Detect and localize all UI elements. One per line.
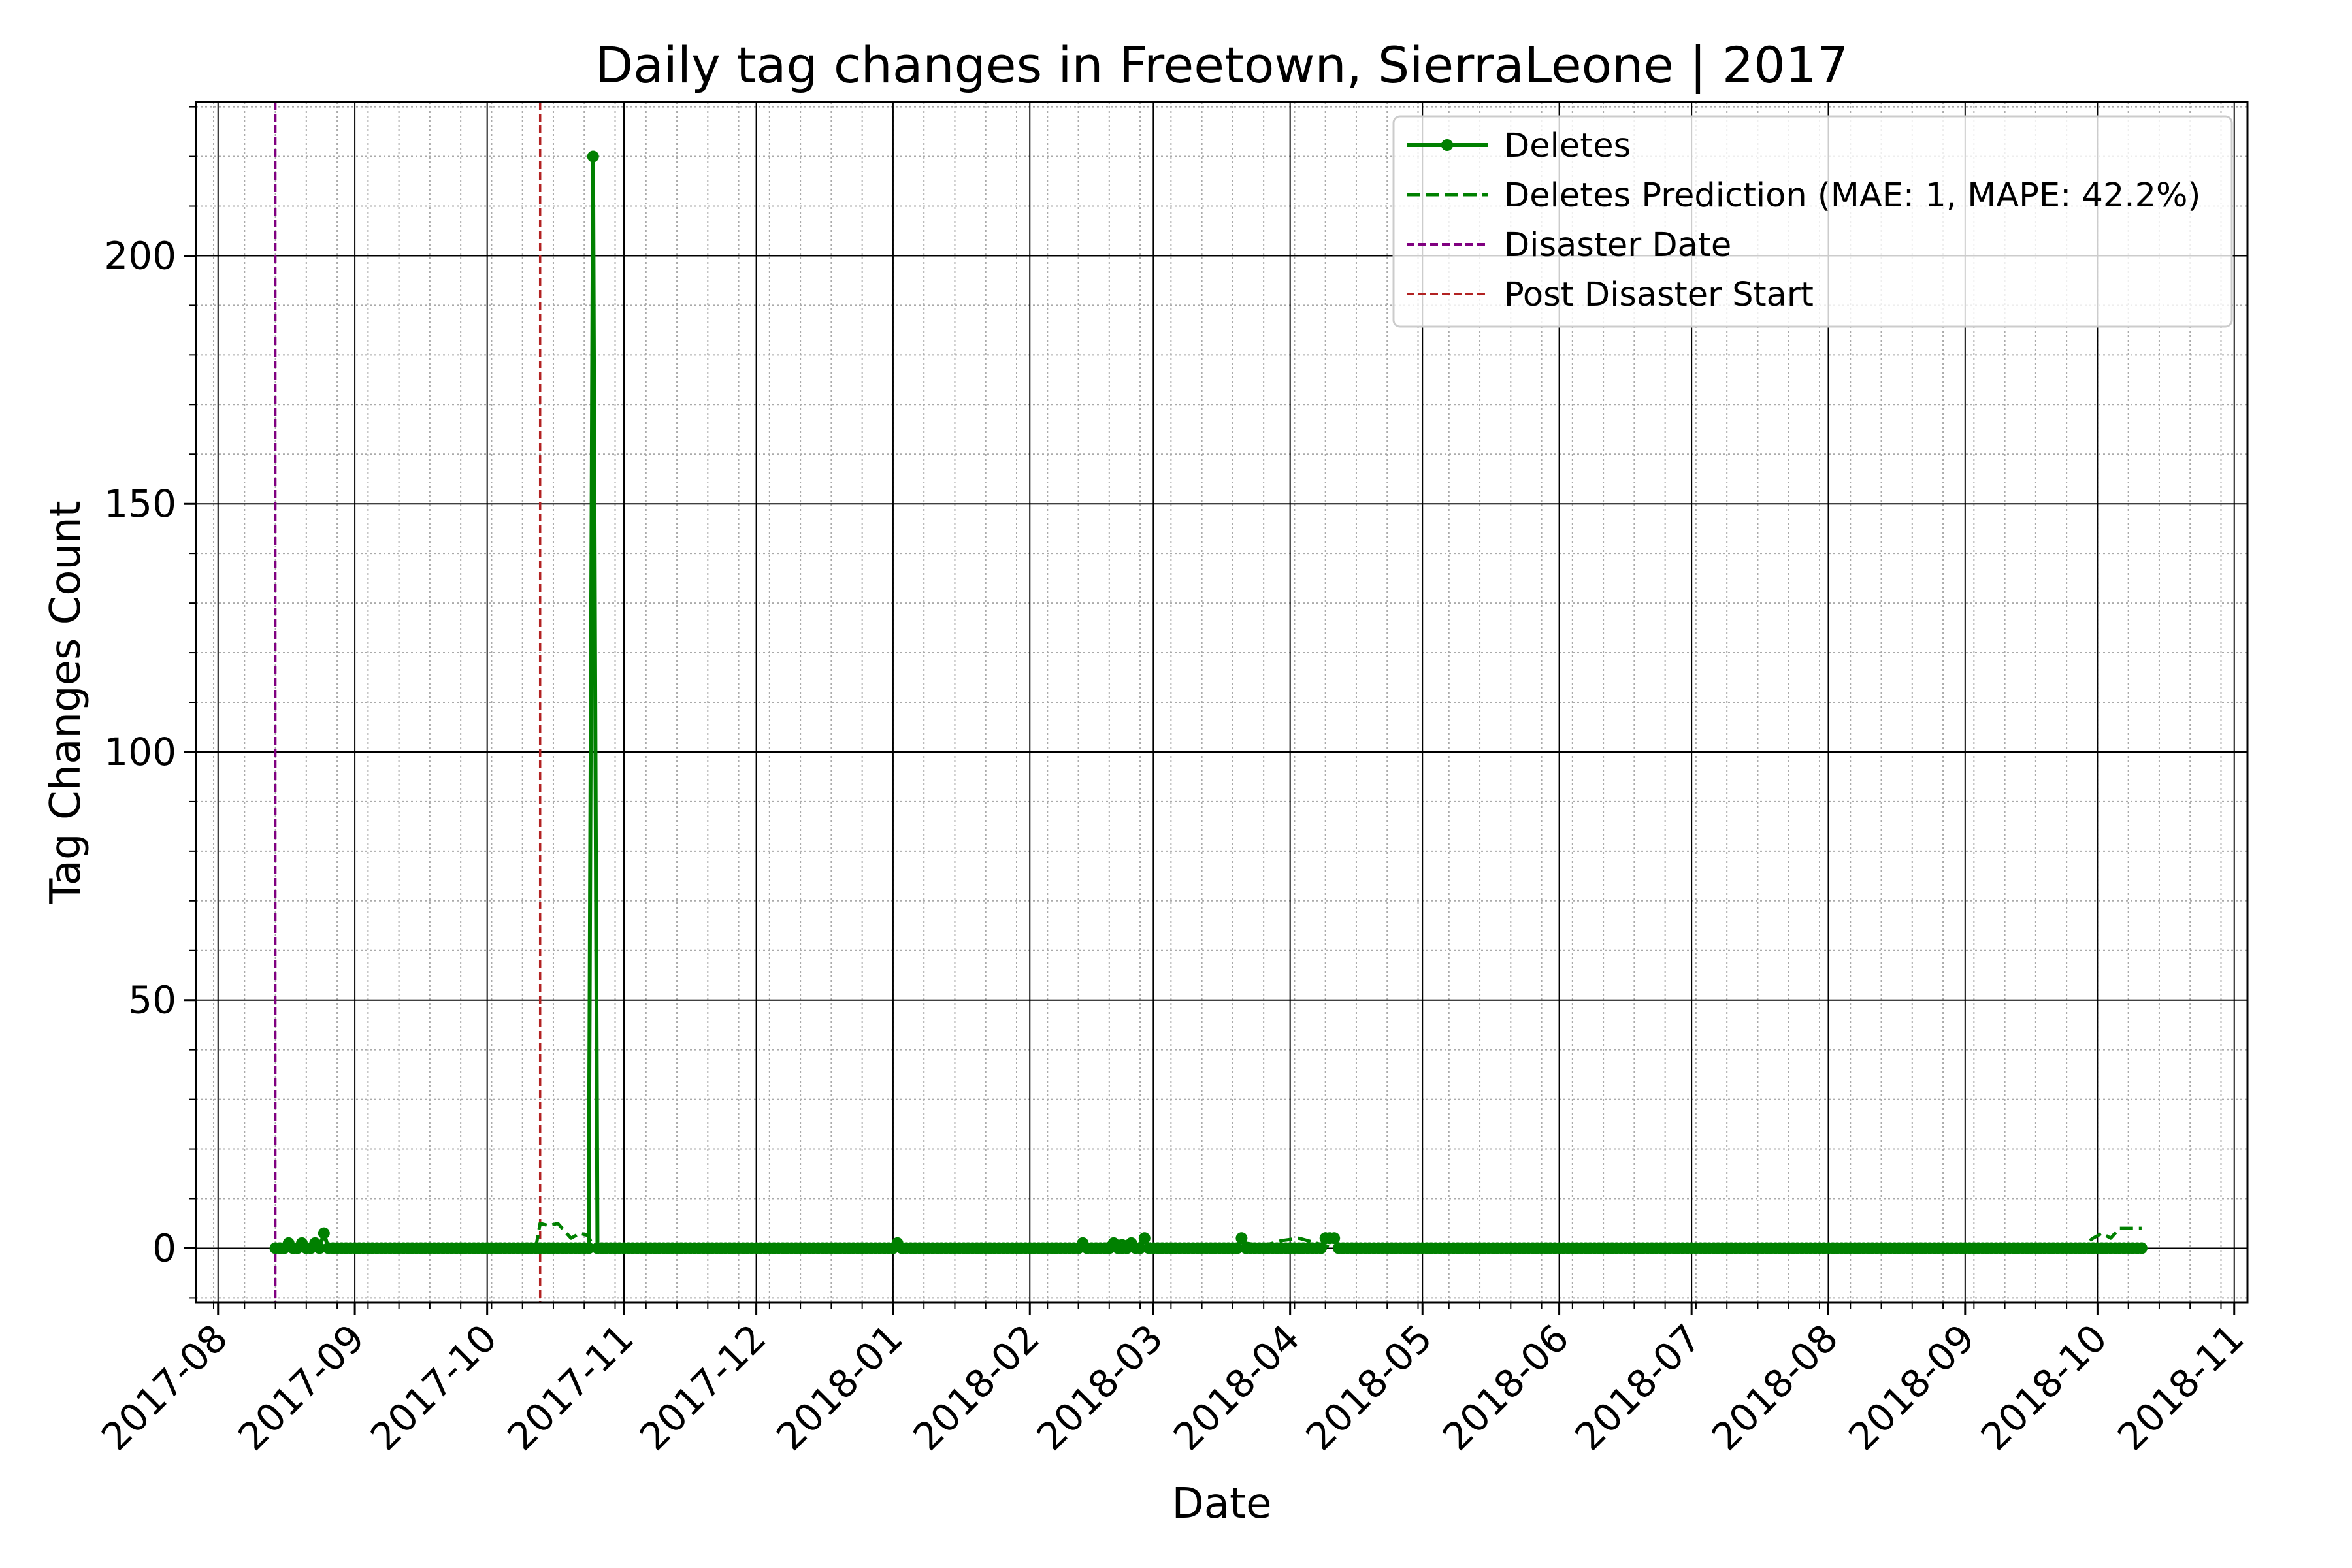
- chart-title: Daily tag changes in Freetown, SierraLeo…: [595, 36, 1849, 95]
- y-tick-label: 100: [104, 730, 176, 774]
- deletes-point: [1138, 1232, 1151, 1245]
- deletes-point: [587, 150, 599, 163]
- y-tick-label: 150: [104, 482, 176, 526]
- legend-deletes-marker: [1441, 139, 1453, 151]
- deletes-point: [318, 1227, 330, 1239]
- legend-prediction-label: Deletes Prediction (MAE: 1, MAPE: 42.2%): [1504, 176, 2200, 215]
- deletes-point: [1235, 1232, 1248, 1245]
- y-tick-label: 50: [128, 978, 176, 1022]
- series-layer: [269, 150, 2148, 1254]
- legend: Deletes Deletes Prediction (MAE: 1, MAPE…: [1392, 115, 2233, 328]
- deletes-point: [1328, 1232, 1341, 1245]
- deletes-point: [2135, 1242, 2148, 1254]
- legend-post-disaster-label: Post Disaster Start: [1504, 276, 1814, 314]
- x-axis-label: Date: [1172, 1480, 1272, 1528]
- legend-deletes-label: Deletes: [1504, 127, 1631, 165]
- legend-box: [1392, 115, 2233, 328]
- y-tick-label: 0: [152, 1226, 176, 1270]
- deletes-point: [1134, 1242, 1147, 1254]
- deletes-point: [314, 1242, 326, 1254]
- deletes-point: [1315, 1242, 1327, 1254]
- deletes-point: [1231, 1242, 1243, 1254]
- ticks: [184, 106, 2236, 1315]
- deletes-point: [582, 1242, 595, 1254]
- y-axis-label: Tag Changes Count: [42, 500, 90, 904]
- minor-grid: [196, 102, 2247, 1303]
- y-tick-label: 200: [104, 233, 176, 278]
- event-lines: [274, 102, 542, 1303]
- legend-disaster-label: Disaster Date: [1504, 226, 1731, 265]
